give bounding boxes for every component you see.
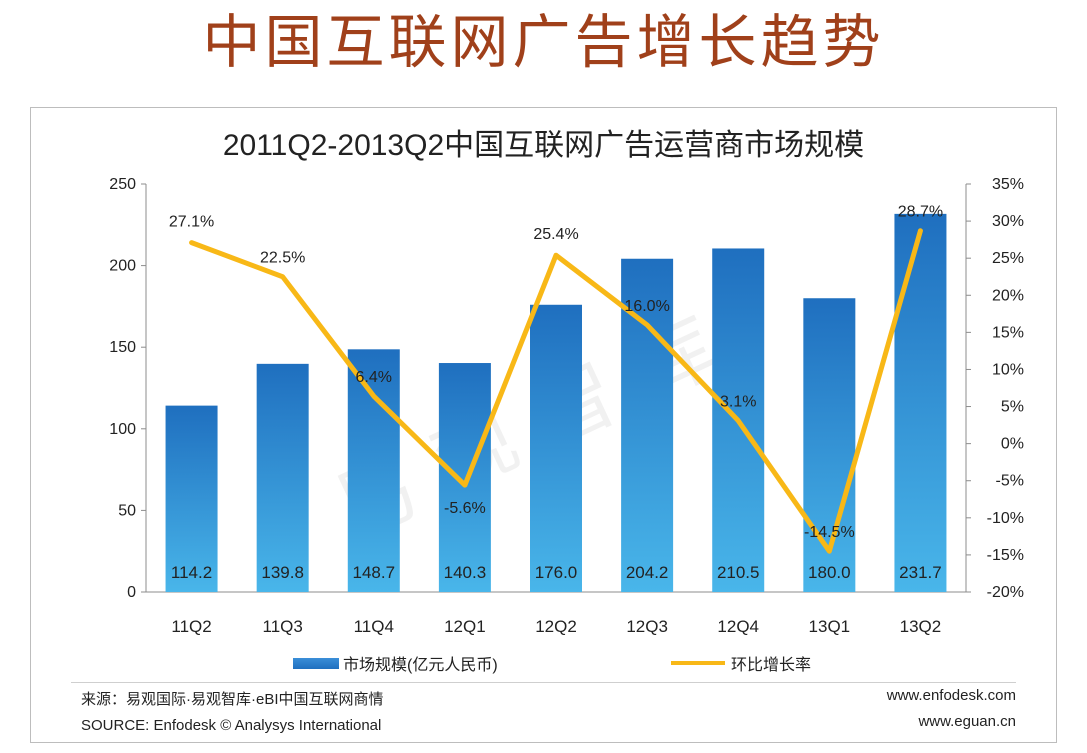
growth-rate-label: -14.5% — [804, 524, 855, 541]
source-cn: 来源：易观国际·易观智库·eBI中国互联网商情 — [81, 691, 384, 708]
growth-rate-label: 28.7% — [898, 204, 943, 221]
right-tick-label: 35% — [992, 176, 1024, 193]
x-tick-label: 11Q3 — [263, 617, 303, 636]
bar-value-label: 114.2 — [171, 563, 212, 582]
legend-line-swatch — [671, 661, 725, 665]
bar-value-label: 139.8 — [261, 563, 304, 582]
legend-label-line: 环比增长率 — [731, 657, 812, 674]
bar-value-label: 210.5 — [717, 563, 760, 582]
x-tick-label: 12Q4 — [717, 617, 759, 636]
right-tick-label: -10% — [987, 510, 1024, 527]
growth-rate-label: 27.1% — [169, 214, 214, 231]
bar — [347, 349, 400, 592]
left-tick-label: 50 — [118, 502, 136, 519]
left-tick-label: 200 — [109, 258, 136, 275]
legend-item-line: 环比增长率 — [671, 651, 811, 675]
right-tick-label: 15% — [992, 324, 1024, 341]
right-tick-label: 5% — [1001, 399, 1024, 416]
bar-value-label: 204.2 — [626, 563, 669, 582]
left-tick-label: 250 — [109, 176, 136, 193]
growth-rate-label: 3.1% — [720, 394, 756, 411]
growth-rate-label: 16.0% — [624, 298, 669, 315]
growth-rate-label: 22.5% — [260, 250, 305, 267]
bar-value-label: 176.0 — [535, 563, 578, 582]
bar-value-label: 231.7 — [899, 563, 942, 582]
right-tick-label: 30% — [992, 213, 1024, 230]
right-tick-label: 20% — [992, 287, 1024, 304]
bar — [165, 405, 218, 592]
x-tick-label: 11Q2 — [171, 617, 211, 636]
chart-canvas: 0 50 100 150 200 250 -20% -15% -10% -5% 0% 5% 10% 15%… — [109, 176, 1024, 636]
chart-panel: 2011Q2-2013Q2中国互联网广告运营商市场规模 易观智库 0501001… — [30, 107, 1057, 743]
left-tick-label: 0 — [127, 584, 136, 601]
legend-label-bar: 市场规模(亿元人民币) — [343, 657, 498, 674]
legend-bar-swatch — [293, 657, 339, 669]
right-tick-label: -15% — [987, 547, 1024, 564]
bar-value-label: 180.0 — [808, 563, 851, 582]
url-enfodesk: www.enfodesk.com — [886, 687, 1016, 704]
x-tick-label: 13Q2 — [900, 617, 942, 636]
chart-title: 2011Q2-2013Q2中国互联网广告运营商市场规模 — [222, 129, 865, 162]
growth-rate-label: 25.4% — [533, 226, 578, 243]
right-tick-label: 25% — [992, 250, 1024, 267]
x-tick-label: 11Q4 — [354, 617, 394, 636]
url-eguan: www.eguan.cn — [918, 713, 1016, 730]
bar-value-label: 148.7 — [353, 563, 396, 582]
bar — [530, 304, 582, 592]
source-en: SOURCE: Enfodesk © Analysys Internationa… — [81, 717, 382, 734]
bar — [894, 213, 947, 592]
right-tick-label: 0% — [1001, 436, 1024, 453]
legend: 市场规模(亿元人民币) 环比增长率 — [31, 651, 1056, 677]
right-tick-label: -20% — [987, 584, 1024, 601]
x-tick-label: 12Q3 — [626, 617, 668, 636]
right-tick-label: 10% — [992, 361, 1024, 378]
growth-rate-label: -5.6% — [444, 500, 486, 517]
growth-rate-line — [189, 228, 923, 554]
bar — [438, 363, 491, 592]
footer-divider — [71, 682, 1016, 683]
legend-item-bar: 市场规模(亿元人民币) — [293, 651, 498, 675]
right-tick-label: -5% — [996, 473, 1024, 490]
left-tick-label: 100 — [109, 421, 136, 438]
growth-rate-label: 6.4% — [356, 369, 392, 386]
x-tick-label: 12Q2 — [535, 617, 577, 636]
left-tick-label: 150 — [109, 339, 136, 356]
slide-title: 中国互联网广告增长趋势 — [202, 8, 885, 76]
bar-value-label: 140.3 — [444, 563, 487, 582]
x-tick-label: 12Q1 — [444, 617, 486, 636]
x-tick-label: 13Q1 — [809, 617, 851, 636]
bar — [256, 363, 309, 592]
